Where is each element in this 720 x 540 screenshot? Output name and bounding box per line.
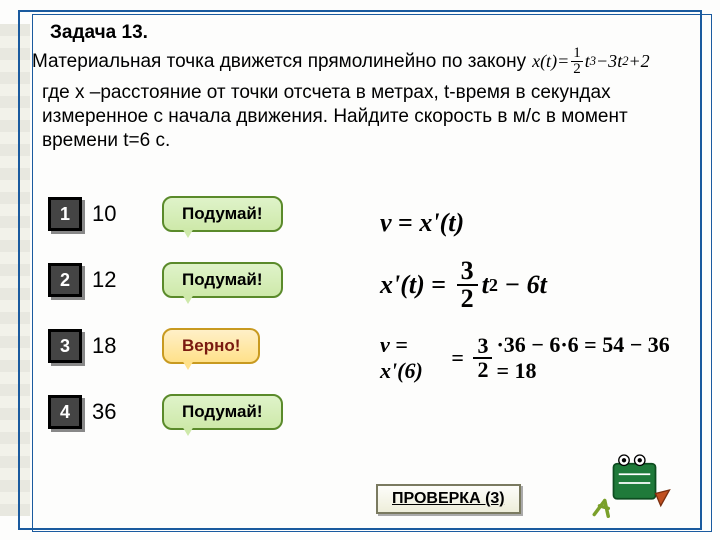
task-title: Задача 13. — [50, 22, 696, 44]
feedback-bubble: Подумай! — [162, 394, 283, 430]
solution-line-2: x'(t) = 3 2 t2 − 6t — [380, 258, 686, 312]
task-title-text: Задача 13. — [50, 22, 148, 43]
option-row: 1 10 Подумай! — [48, 196, 283, 232]
check-button[interactable]: ПРОВЕРКА (3) — [376, 484, 521, 514]
feedback-bubble: Подумай! — [162, 262, 283, 298]
option-value: 12 — [92, 267, 132, 293]
option-value: 10 — [92, 201, 132, 227]
mascot-icon — [586, 448, 676, 518]
option-number[interactable]: 1 — [48, 197, 82, 231]
option-row: 2 12 Подумай! — [48, 262, 283, 298]
problem-formula: x(t) = 1 2 t3 −3 t2 +2 — [532, 46, 650, 77]
solution-panel: v = x'(t) x'(t) = 3 2 t2 − 6t v = x'(6) … — [380, 198, 686, 404]
option-number[interactable]: 4 — [48, 395, 82, 429]
option-number[interactable]: 3 — [48, 329, 82, 363]
feedback-bubble: Подумай! — [162, 196, 283, 232]
solution-line-1: v = x'(t) — [380, 208, 686, 238]
content: Задача 13. Материальная точка движется п… — [40, 20, 696, 520]
option-value: 18 — [92, 333, 132, 359]
option-row: 3 18 Верно! — [48, 328, 283, 364]
solution-line-3: v = x'(6) = 3 2 ·36 − 6·6 = 54 − 36 = 18 — [380, 332, 686, 384]
option-number[interactable]: 2 — [48, 263, 82, 297]
option-value: 36 — [92, 399, 132, 425]
option-row: 4 36 Подумай! — [48, 394, 283, 430]
feedback-bubble: Верно! — [162, 328, 260, 364]
problem-line: Материальная точка движется прямолинейно… — [32, 46, 696, 77]
problem-prefix: Материальная точка движется прямолинейно… — [32, 51, 526, 73]
problem-description: где x –расстояние от точки отсчета в мет… — [42, 81, 696, 152]
options-list: 1 10 Подумай! 2 12 Подумай! 3 18 Верно! … — [48, 196, 283, 430]
